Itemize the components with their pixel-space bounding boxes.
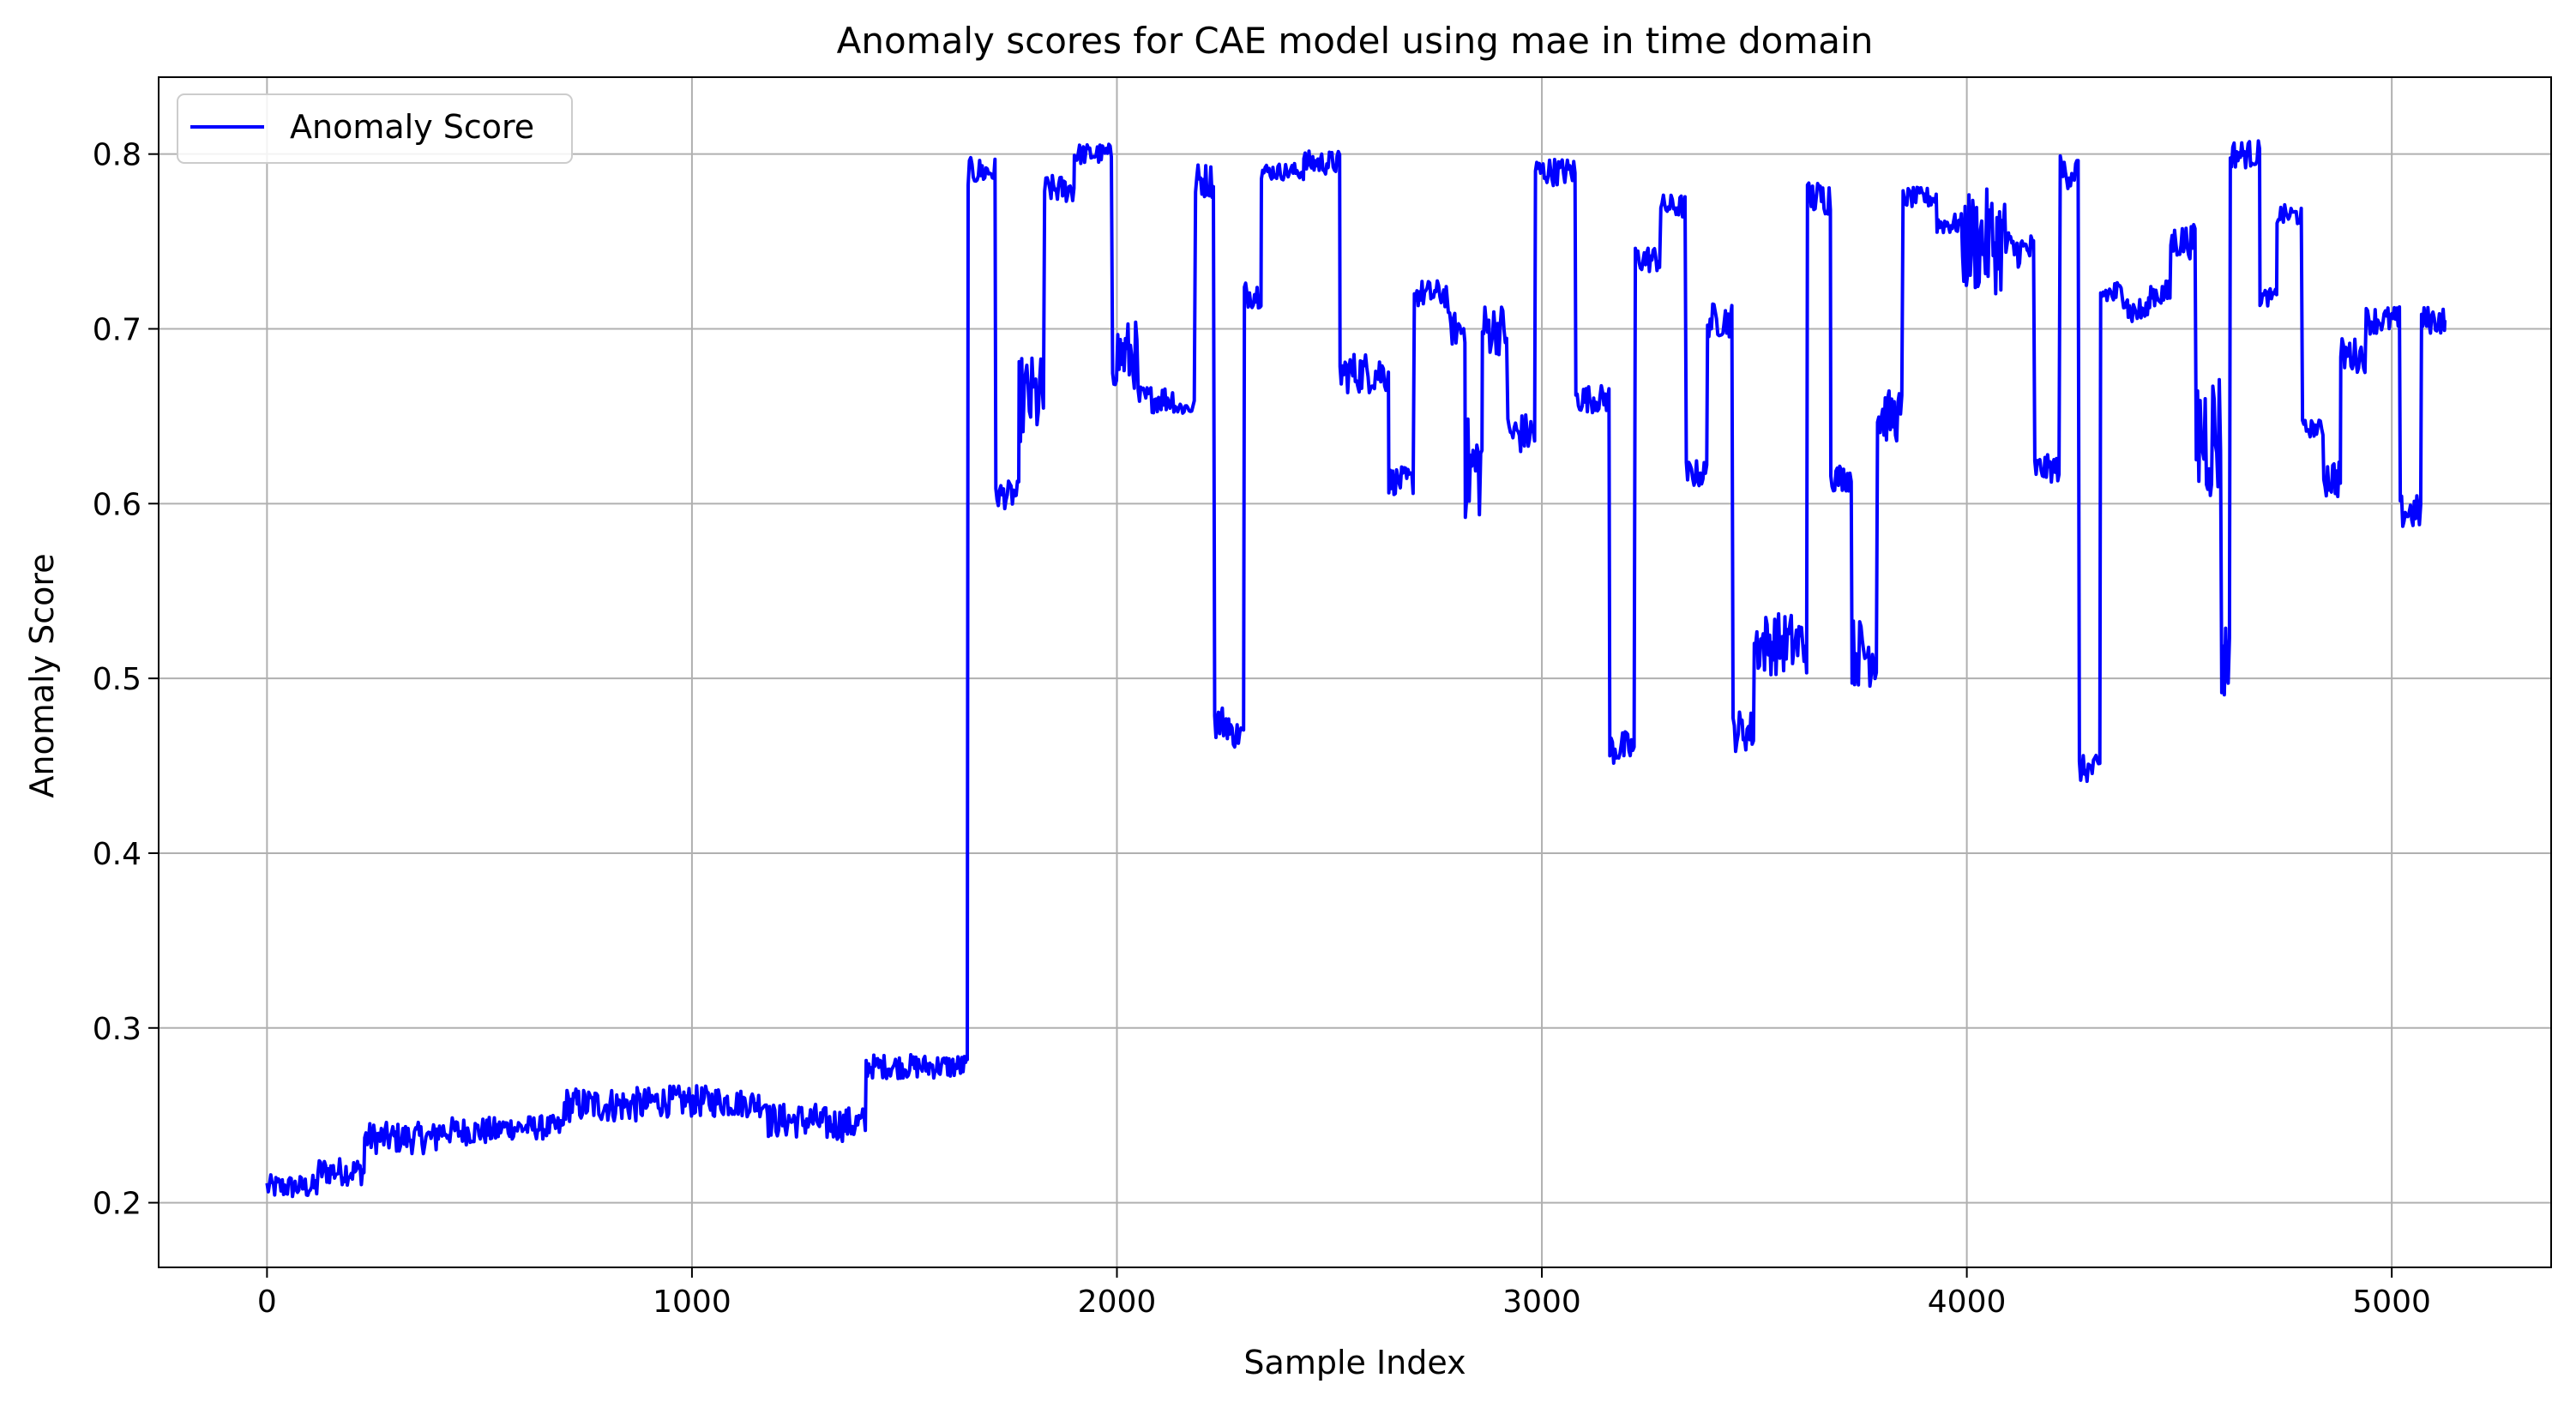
x-tick-label: 0	[257, 1285, 277, 1320]
x-tick-label: 5000	[2352, 1285, 2431, 1320]
legend-label: Anomaly Score	[290, 108, 534, 146]
grid	[159, 77, 2551, 1267]
y-tick-label: 0.4	[93, 837, 141, 872]
legend: Anomaly Score	[177, 93, 573, 164]
y-tick-label: 0.7	[93, 312, 141, 347]
x-tick-label: 3000	[1502, 1285, 1581, 1320]
y-tick-label: 0.5	[93, 662, 141, 697]
y-axis-ticks: 0.2 0.3 0.4 0.5 0.6 0.7 0.8	[93, 138, 159, 1222]
chart-title: Anomaly scores for CAE model using mae i…	[837, 20, 1874, 62]
x-tick-label: 4000	[1928, 1285, 2007, 1320]
x-tick-label: 2000	[1078, 1285, 1157, 1320]
y-tick-label: 0.2	[93, 1187, 141, 1222]
axes-frame	[158, 76, 2552, 1268]
y-tick-label: 0.3	[93, 1012, 141, 1047]
plot-area	[265, 139, 2447, 1199]
series-line-anomaly-score	[265, 139, 2447, 1199]
legend-box	[177, 93, 573, 164]
x-axis-label: Sample Index	[1243, 1344, 1466, 1381]
y-tick-label: 0.8	[93, 138, 141, 173]
x-tick-label: 1000	[653, 1285, 731, 1320]
y-tick-label: 0.6	[93, 487, 141, 522]
y-axis-label: Anomaly Score	[23, 553, 61, 797]
x-axis-ticks: 0 1000 2000 3000 4000 5000	[257, 1267, 2431, 1320]
